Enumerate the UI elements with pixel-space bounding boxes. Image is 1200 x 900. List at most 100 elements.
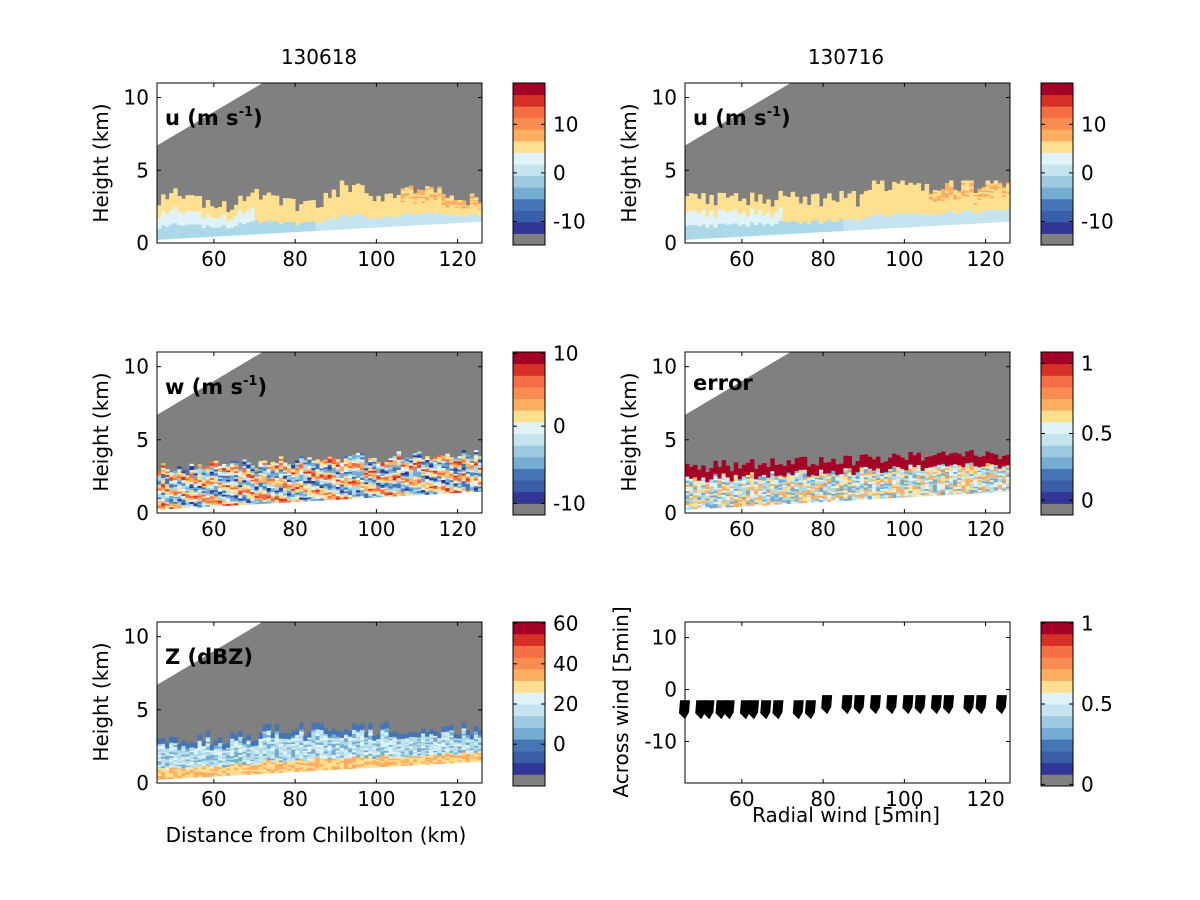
heatmap-cell	[745, 231, 751, 234]
heatmap-cell	[993, 188, 999, 191]
heatmap-cell	[867, 214, 873, 218]
heatmap-cell	[725, 208, 731, 211]
heatmap-cell	[847, 220, 852, 223]
heatmap-cell	[404, 218, 410, 221]
heatmap-cell	[364, 494, 369, 497]
heatmap-cell	[189, 224, 194, 227]
heatmap-cell	[835, 229, 840, 232]
heatmap-cell	[750, 225, 755, 229]
heatmap-cell	[339, 184, 345, 188]
heatmap-cell	[408, 223, 414, 226]
heatmap-cell	[368, 204, 373, 207]
heatmap-cell	[388, 214, 394, 217]
heatmap-cell	[441, 219, 446, 222]
heatmap-cell	[303, 478, 308, 482]
heatmap-cell	[226, 503, 231, 506]
heatmap-cell	[408, 199, 414, 203]
heatmap-cell	[364, 483, 369, 486]
heatmap-cell	[376, 218, 381, 221]
heatmap-cell	[368, 458, 373, 461]
heatmap-cell	[226, 477, 231, 480]
heatmap-cell	[928, 200, 934, 203]
heatmap-cell	[303, 473, 308, 476]
heatmap-cell	[217, 208, 223, 211]
heatmap-cell	[193, 227, 199, 231]
heatmap-cell	[161, 226, 166, 230]
heatmap-cell	[721, 205, 727, 208]
heatmap-cell	[843, 206, 848, 209]
heatmap-cell	[445, 218, 450, 221]
colorbar-segment	[1041, 187, 1073, 200]
heatmap-cell	[234, 228, 239, 230]
heatmap-cell	[912, 201, 917, 205]
heatmap-cell	[798, 219, 804, 222]
heatmap-cell	[461, 203, 467, 205]
heatmap-cell	[327, 225, 333, 228]
heatmap-cell	[315, 461, 320, 464]
heatmap-cell	[169, 492, 174, 495]
heatmap-cell	[311, 226, 316, 229]
heatmap-cell	[197, 487, 203, 490]
heatmap-cell	[226, 234, 231, 236]
heatmap-cell	[823, 202, 828, 205]
heatmap-cell	[709, 202, 714, 206]
heatmap-cell	[713, 231, 718, 234]
heatmap-cell	[928, 193, 934, 196]
heatmap-cell	[993, 203, 999, 206]
heatmap-cell	[993, 193, 999, 196]
heatmap-cell	[790, 208, 796, 212]
heatmap-cell	[185, 218, 190, 221]
heatmap-cell	[323, 494, 329, 497]
heatmap-cell	[303, 469, 308, 472]
heatmap-cell	[766, 213, 771, 216]
heatmap-cell	[230, 226, 235, 228]
heatmap-cell	[786, 198, 792, 201]
heatmap-cell	[973, 204, 978, 206]
heatmap-cell	[469, 219, 475, 221]
heatmap-cell	[189, 229, 194, 233]
heatmap-cell	[888, 198, 893, 201]
heatmap-cell	[449, 195, 454, 198]
heatmap-cell	[352, 466, 357, 469]
heatmap-cell	[234, 230, 239, 233]
heatmap-cell	[993, 205, 999, 208]
colorbar-segment	[1041, 117, 1073, 130]
heatmap-cell	[165, 474, 170, 477]
heatmap-cell	[932, 190, 938, 193]
heatmap-cell	[177, 226, 182, 230]
heatmap-cell	[961, 221, 966, 225]
heatmap-cell	[835, 225, 840, 228]
heatmap-cell	[352, 184, 357, 188]
heatmap-cell	[932, 219, 938, 222]
heatmap-cell	[989, 211, 995, 214]
heatmap-cell	[331, 476, 337, 480]
heatmap-cell	[291, 209, 296, 212]
heatmap-cell	[774, 214, 779, 217]
heatmap-cell	[315, 220, 320, 222]
heatmap-cell	[758, 233, 763, 236]
heatmap-cell	[323, 201, 329, 204]
heatmap-cell	[924, 193, 930, 196]
heatmap-cell	[928, 210, 934, 213]
heatmap-cell	[287, 205, 292, 208]
heatmap-cell	[441, 215, 446, 218]
heatmap-cell	[217, 217, 223, 220]
heatmap-cell	[266, 487, 272, 490]
heatmap-cell	[246, 218, 251, 221]
heatmap-cell	[969, 190, 974, 193]
heatmap-cell	[303, 200, 308, 203]
heatmap-cell	[274, 205, 280, 208]
heatmap-cell	[985, 190, 991, 193]
heatmap-cell	[368, 226, 373, 228]
heatmap-cell	[904, 188, 909, 192]
heatmap-cell	[356, 457, 361, 460]
heatmap-cell	[790, 206, 796, 210]
heatmap-cell	[347, 197, 353, 200]
below-beam-region	[157, 491, 482, 513]
heatmap-cell	[798, 208, 804, 211]
heatmap-cell	[859, 194, 865, 197]
heatmap-cell	[282, 209, 288, 211]
heatmap-cell	[977, 196, 982, 199]
heatmap-cell	[851, 198, 857, 201]
heatmap-cell	[258, 488, 264, 491]
